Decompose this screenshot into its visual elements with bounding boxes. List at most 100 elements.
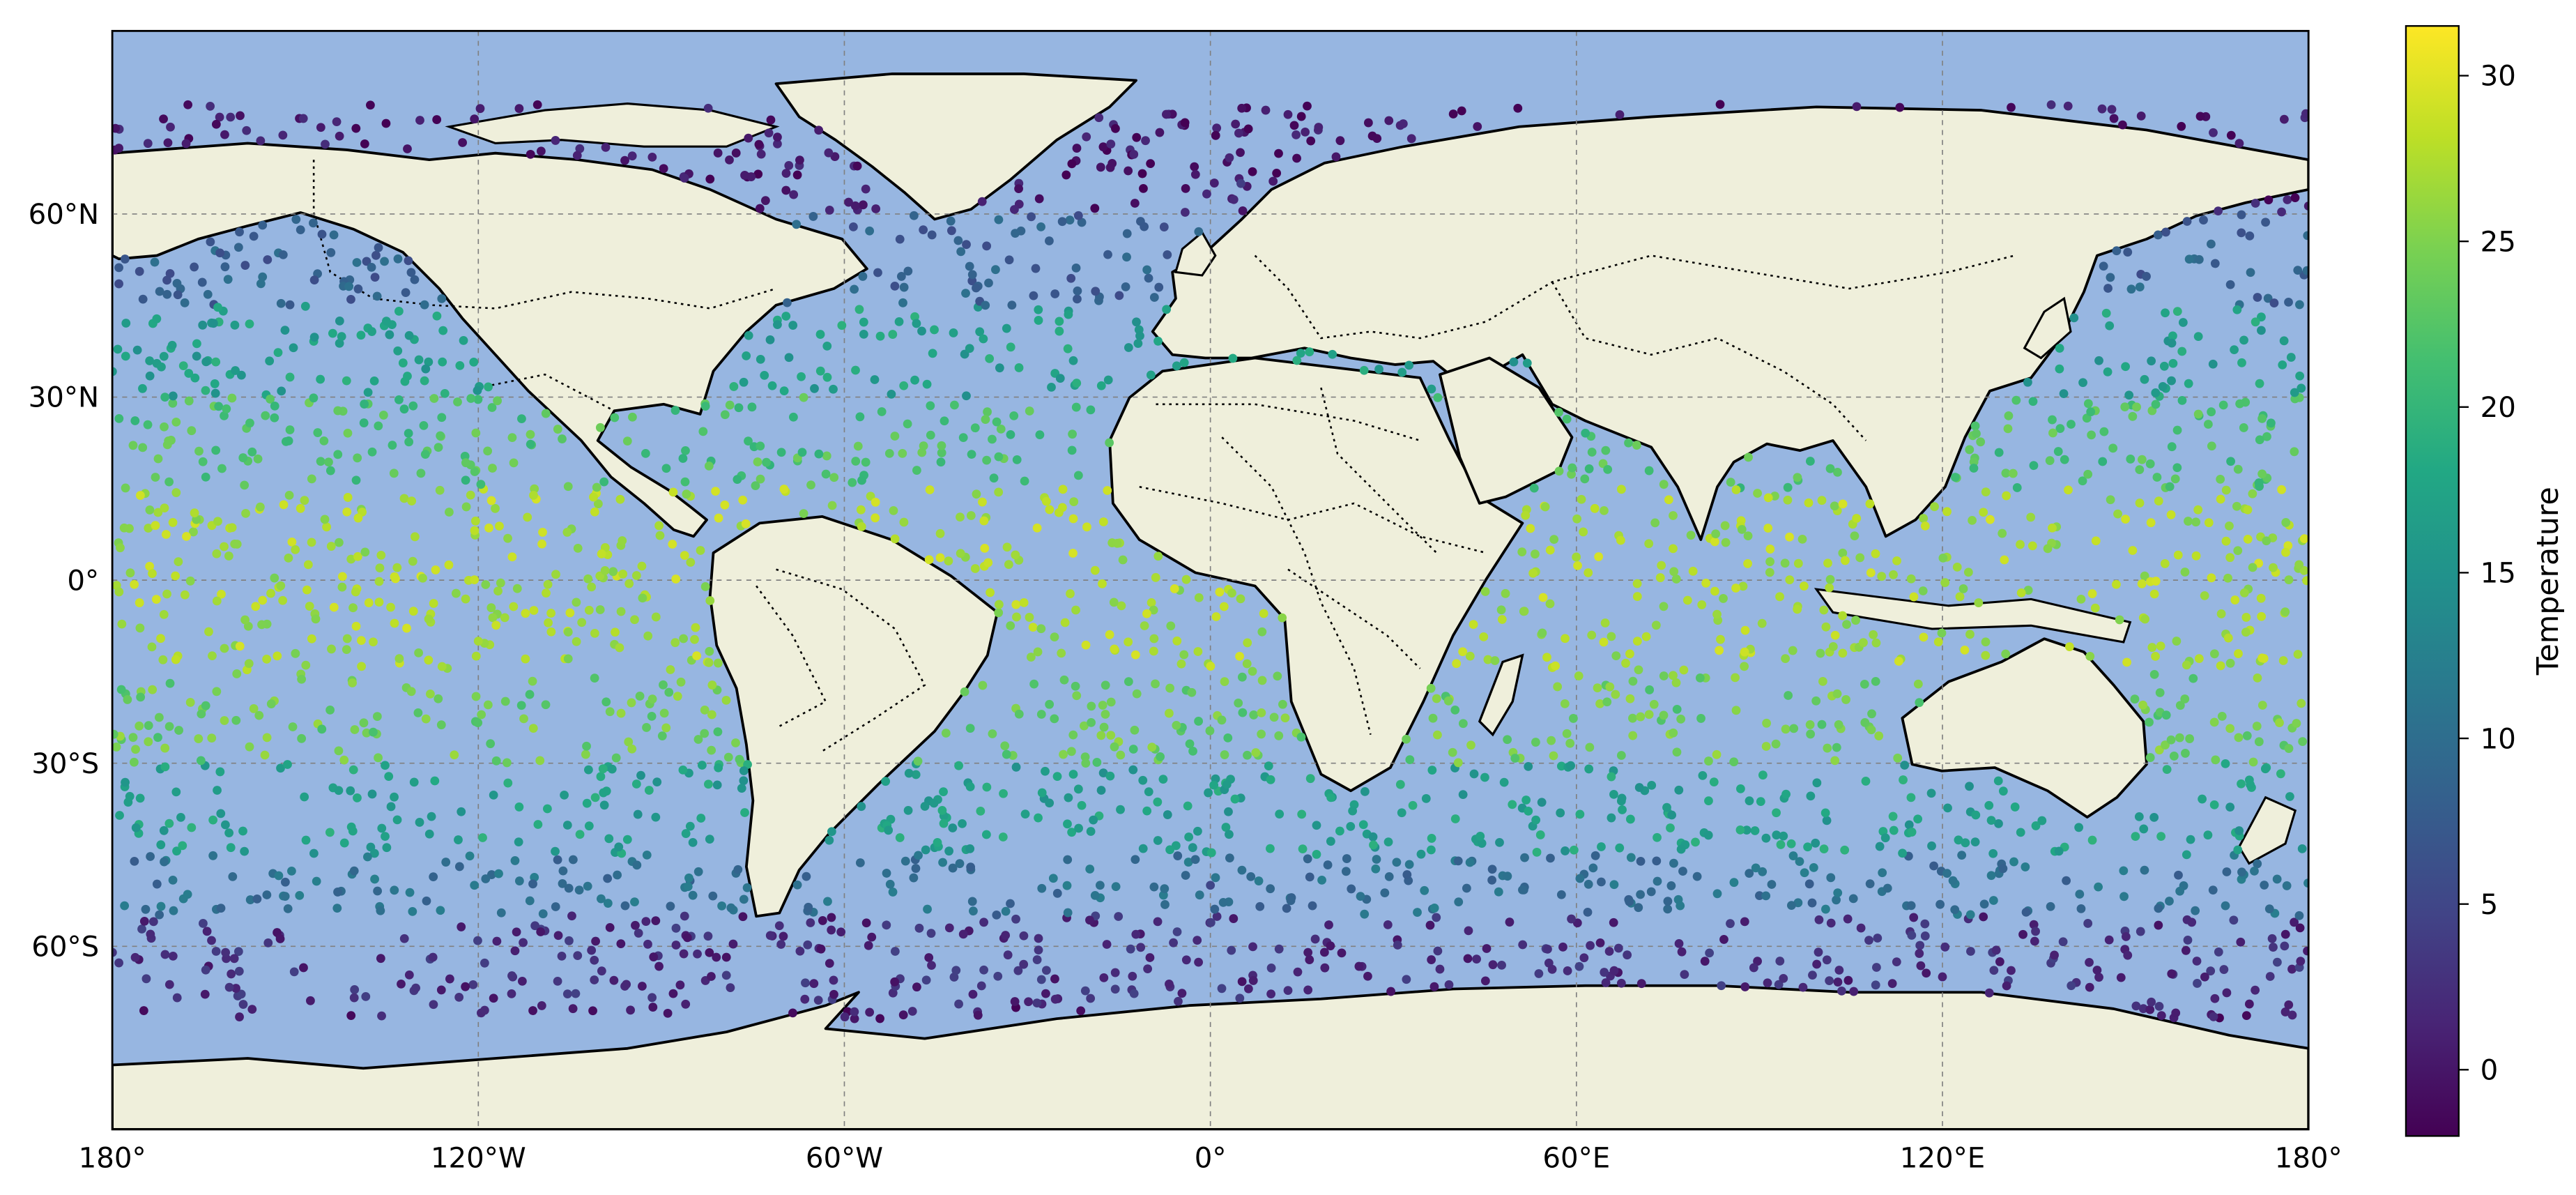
temperature-point xyxy=(1743,559,1752,568)
temperature-point xyxy=(2161,740,2170,749)
temperature-point xyxy=(1433,393,1443,402)
temperature-point xyxy=(316,374,325,384)
temperature-point xyxy=(121,351,130,361)
temperature-point xyxy=(1224,807,1233,816)
temperature-point xyxy=(1106,731,1116,740)
temperature-point xyxy=(296,225,305,235)
temperature-point xyxy=(1117,601,1126,611)
temperature-point xyxy=(744,133,753,143)
temperature-point xyxy=(954,999,963,1009)
temperature-point xyxy=(1797,534,1807,544)
temperature-point xyxy=(781,312,791,321)
temperature-point xyxy=(1529,483,1539,493)
temperature-point xyxy=(1776,840,1786,849)
temperature-point xyxy=(2001,469,2011,478)
temperature-point xyxy=(1220,677,1229,686)
temperature-point xyxy=(858,272,868,281)
temperature-point xyxy=(859,329,868,339)
temperature-point xyxy=(982,241,992,251)
temperature-point xyxy=(1348,806,1358,816)
temperature-point xyxy=(408,607,418,616)
temperature-point xyxy=(1838,499,1848,509)
temperature-point xyxy=(753,457,762,466)
temperature-point xyxy=(2001,649,2011,659)
temperature-point xyxy=(966,862,976,872)
temperature-point xyxy=(1519,607,1529,616)
temperature-point xyxy=(2219,965,2229,974)
temperature-point xyxy=(837,321,847,330)
temperature-point xyxy=(1335,136,1345,146)
temperature-point xyxy=(414,355,424,365)
temperature-point xyxy=(1636,979,1646,989)
temperature-point xyxy=(317,229,327,239)
temperature-point xyxy=(144,721,153,731)
temperature-point xyxy=(1153,797,1163,807)
temperature-point xyxy=(2233,546,2243,556)
temperature-point xyxy=(1920,919,1930,929)
temperature-point xyxy=(1981,637,1991,647)
temperature-point xyxy=(643,631,653,641)
temperature-point xyxy=(1574,671,1584,680)
temperature-point xyxy=(1257,708,1266,717)
temperature-point xyxy=(994,608,1004,618)
temperature-point xyxy=(889,505,898,515)
temperature-point xyxy=(2045,456,2055,465)
temperature-point xyxy=(164,722,174,731)
temperature-point xyxy=(1110,984,1120,994)
temperature-point xyxy=(1720,521,1730,531)
temperature-point xyxy=(2029,461,2039,471)
temperature-point xyxy=(296,503,305,513)
temperature-point xyxy=(1132,317,1141,327)
temperature-point xyxy=(543,579,553,589)
temperature-point xyxy=(291,648,300,658)
temperature-point xyxy=(827,913,836,922)
temperature-point xyxy=(692,651,701,661)
temperature-point xyxy=(233,243,243,252)
temperature-point xyxy=(741,519,751,528)
temperature-point xyxy=(1632,592,1642,601)
temperature-point xyxy=(1427,834,1436,843)
temperature-point xyxy=(2277,207,2286,217)
temperature-point xyxy=(2112,246,2122,256)
temperature-point xyxy=(995,363,1004,373)
temperature-point xyxy=(1653,832,1662,842)
temperature-point xyxy=(1317,875,1326,885)
temperature-point xyxy=(337,572,347,581)
temperature-point xyxy=(1692,871,1702,881)
temperature-point xyxy=(262,654,272,664)
temperature-point xyxy=(627,744,637,754)
temperature-point xyxy=(486,603,496,613)
temperature-point xyxy=(1538,628,1547,638)
temperature-point xyxy=(1483,655,1493,664)
temperature-point xyxy=(265,356,275,366)
temperature-point xyxy=(461,502,471,512)
temperature-point xyxy=(836,927,846,937)
temperature-point xyxy=(2234,649,2243,658)
temperature-point xyxy=(2123,248,2133,257)
temperature-point xyxy=(2208,359,2218,369)
temperature-point xyxy=(2086,407,2096,417)
temperature-point xyxy=(558,866,568,876)
temperature-point xyxy=(961,289,970,298)
temperature-point xyxy=(403,372,412,381)
temperature-point xyxy=(2209,717,2219,727)
temperature-point xyxy=(1172,720,1181,730)
temperature-point xyxy=(1871,963,1881,972)
temperature-point xyxy=(614,842,624,852)
temperature-point xyxy=(1427,955,1436,964)
temperature-point xyxy=(684,873,693,883)
temperature-point xyxy=(1505,918,1515,927)
temperature-point xyxy=(960,349,969,359)
temperature-point xyxy=(2207,573,2216,583)
temperature-point xyxy=(1371,864,1381,874)
temperature-point xyxy=(311,614,321,624)
temperature-point xyxy=(1274,944,1284,954)
temperature-point xyxy=(2290,193,2300,203)
temperature-point xyxy=(283,904,293,913)
temperature-point xyxy=(339,755,349,765)
temperature-point xyxy=(2138,700,2147,710)
temperature-point xyxy=(616,607,626,616)
temperature-point xyxy=(637,982,647,991)
temperature-point xyxy=(1942,869,1952,878)
temperature-point xyxy=(1595,938,1605,947)
